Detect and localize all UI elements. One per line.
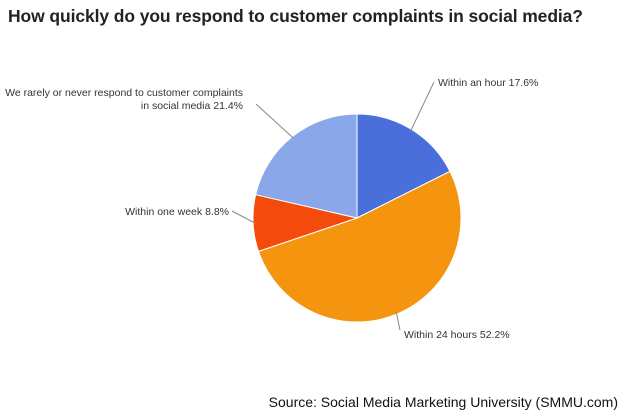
leader-lines-layer <box>231 81 435 331</box>
slice-label: Within 24 hours 52.2% <box>404 329 510 341</box>
slice-label: We rarely or never respond to customer c… <box>5 87 243 112</box>
leader-line <box>255 103 294 139</box>
slices-layer <box>252 113 462 323</box>
slice-label: Within an hour 17.6% <box>438 77 538 89</box>
leader-line <box>410 81 435 132</box>
chart-title: How quickly do you respond to customer c… <box>8 6 583 26</box>
leader-line <box>395 312 401 331</box>
slice-label: Within one week 8.8% <box>125 206 229 218</box>
source-note: Source: Social Media Marketing Universit… <box>268 394 618 410</box>
leader-line <box>231 210 256 224</box>
labels-layer: Within an hour 17.6% Within 24 hours 52.2… <box>5 77 538 341</box>
